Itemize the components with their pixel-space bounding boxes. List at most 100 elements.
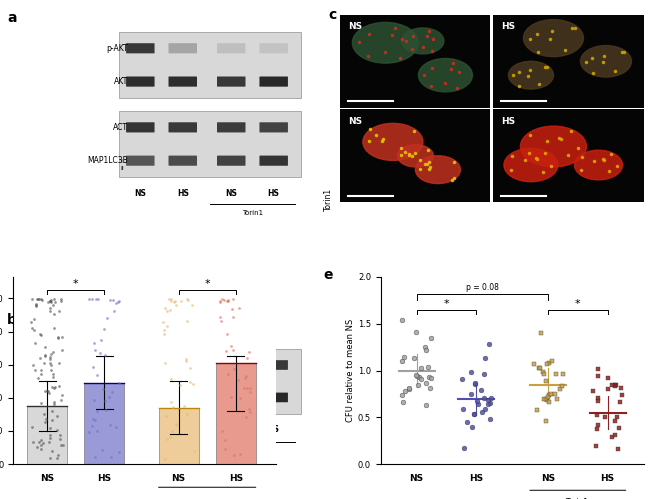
Point bbox=[469, 410, 479, 418]
Point bbox=[182, 317, 192, 325]
FancyBboxPatch shape bbox=[126, 156, 155, 166]
Point bbox=[541, 396, 552, 404]
Point bbox=[90, 453, 100, 461]
Point bbox=[404, 385, 415, 393]
Point bbox=[473, 400, 484, 408]
Point bbox=[54, 307, 64, 315]
Point bbox=[166, 398, 177, 406]
Point bbox=[86, 295, 97, 303]
Point bbox=[49, 295, 59, 303]
Point bbox=[32, 443, 42, 451]
Circle shape bbox=[363, 123, 423, 160]
Point bbox=[467, 423, 477, 431]
Point bbox=[603, 374, 613, 382]
Point bbox=[90, 416, 101, 424]
FancyBboxPatch shape bbox=[217, 156, 246, 166]
FancyBboxPatch shape bbox=[217, 393, 246, 402]
Point bbox=[588, 387, 598, 395]
Point bbox=[44, 438, 55, 446]
Point bbox=[480, 354, 491, 362]
Point bbox=[52, 454, 62, 462]
Point bbox=[215, 297, 226, 305]
Point bbox=[29, 326, 40, 334]
Point bbox=[36, 441, 46, 449]
Point bbox=[223, 297, 233, 305]
Text: HS: HS bbox=[501, 117, 515, 126]
Point bbox=[27, 324, 37, 332]
Point bbox=[235, 394, 245, 402]
Point bbox=[610, 381, 621, 389]
Point bbox=[36, 436, 46, 444]
Point bbox=[46, 350, 56, 358]
Bar bbox=[216, 363, 255, 464]
Point bbox=[28, 361, 38, 369]
Point bbox=[176, 297, 187, 305]
Point bbox=[462, 418, 473, 426]
Point bbox=[90, 346, 100, 354]
Point bbox=[109, 307, 119, 315]
Point bbox=[169, 297, 179, 305]
Point bbox=[57, 333, 67, 341]
Point bbox=[470, 379, 480, 387]
Point bbox=[46, 296, 56, 304]
Point bbox=[479, 394, 489, 402]
Text: HS: HS bbox=[268, 425, 280, 434]
Point bbox=[547, 357, 557, 365]
FancyBboxPatch shape bbox=[259, 393, 288, 402]
Bar bbox=[84, 383, 124, 464]
Point bbox=[44, 306, 55, 314]
Point bbox=[592, 394, 603, 402]
Text: NS: NS bbox=[135, 425, 146, 434]
FancyBboxPatch shape bbox=[126, 76, 155, 87]
Circle shape bbox=[575, 150, 623, 180]
Point bbox=[426, 374, 436, 382]
Point bbox=[161, 455, 171, 463]
Point bbox=[613, 445, 623, 453]
Point bbox=[46, 366, 57, 374]
Point bbox=[216, 295, 227, 303]
Point bbox=[610, 381, 620, 389]
Text: b: b bbox=[7, 313, 17, 327]
Point bbox=[54, 359, 64, 367]
Point bbox=[397, 357, 408, 365]
Point bbox=[37, 296, 47, 304]
Bar bbox=[27, 406, 67, 464]
Point bbox=[600, 413, 610, 421]
FancyBboxPatch shape bbox=[217, 122, 246, 132]
Point bbox=[47, 373, 58, 381]
FancyBboxPatch shape bbox=[217, 76, 246, 87]
Point bbox=[426, 334, 436, 342]
Point bbox=[40, 351, 50, 359]
Point bbox=[228, 313, 239, 321]
Point bbox=[182, 410, 192, 418]
Point bbox=[114, 379, 124, 387]
Point bbox=[49, 398, 59, 406]
Point bbox=[216, 427, 227, 435]
Point bbox=[166, 295, 177, 303]
Point bbox=[45, 431, 55, 439]
Point bbox=[188, 447, 199, 455]
Point bbox=[168, 403, 179, 411]
Point bbox=[539, 395, 549, 403]
Point bbox=[47, 301, 58, 309]
FancyBboxPatch shape bbox=[126, 360, 155, 370]
Point bbox=[44, 303, 55, 311]
Point bbox=[88, 363, 98, 371]
Point bbox=[229, 365, 240, 373]
FancyBboxPatch shape bbox=[126, 43, 155, 53]
Point bbox=[29, 438, 39, 446]
Point bbox=[49, 400, 60, 408]
Point bbox=[55, 435, 65, 443]
Point bbox=[49, 309, 59, 317]
Text: HS: HS bbox=[268, 190, 280, 199]
Point bbox=[170, 420, 181, 428]
Point bbox=[421, 379, 431, 387]
Point bbox=[534, 364, 545, 372]
Point bbox=[242, 384, 252, 392]
Point bbox=[419, 343, 430, 351]
Point bbox=[610, 431, 621, 439]
Point bbox=[223, 370, 233, 378]
Point bbox=[399, 353, 410, 361]
Point bbox=[26, 318, 36, 326]
Point bbox=[593, 372, 603, 380]
